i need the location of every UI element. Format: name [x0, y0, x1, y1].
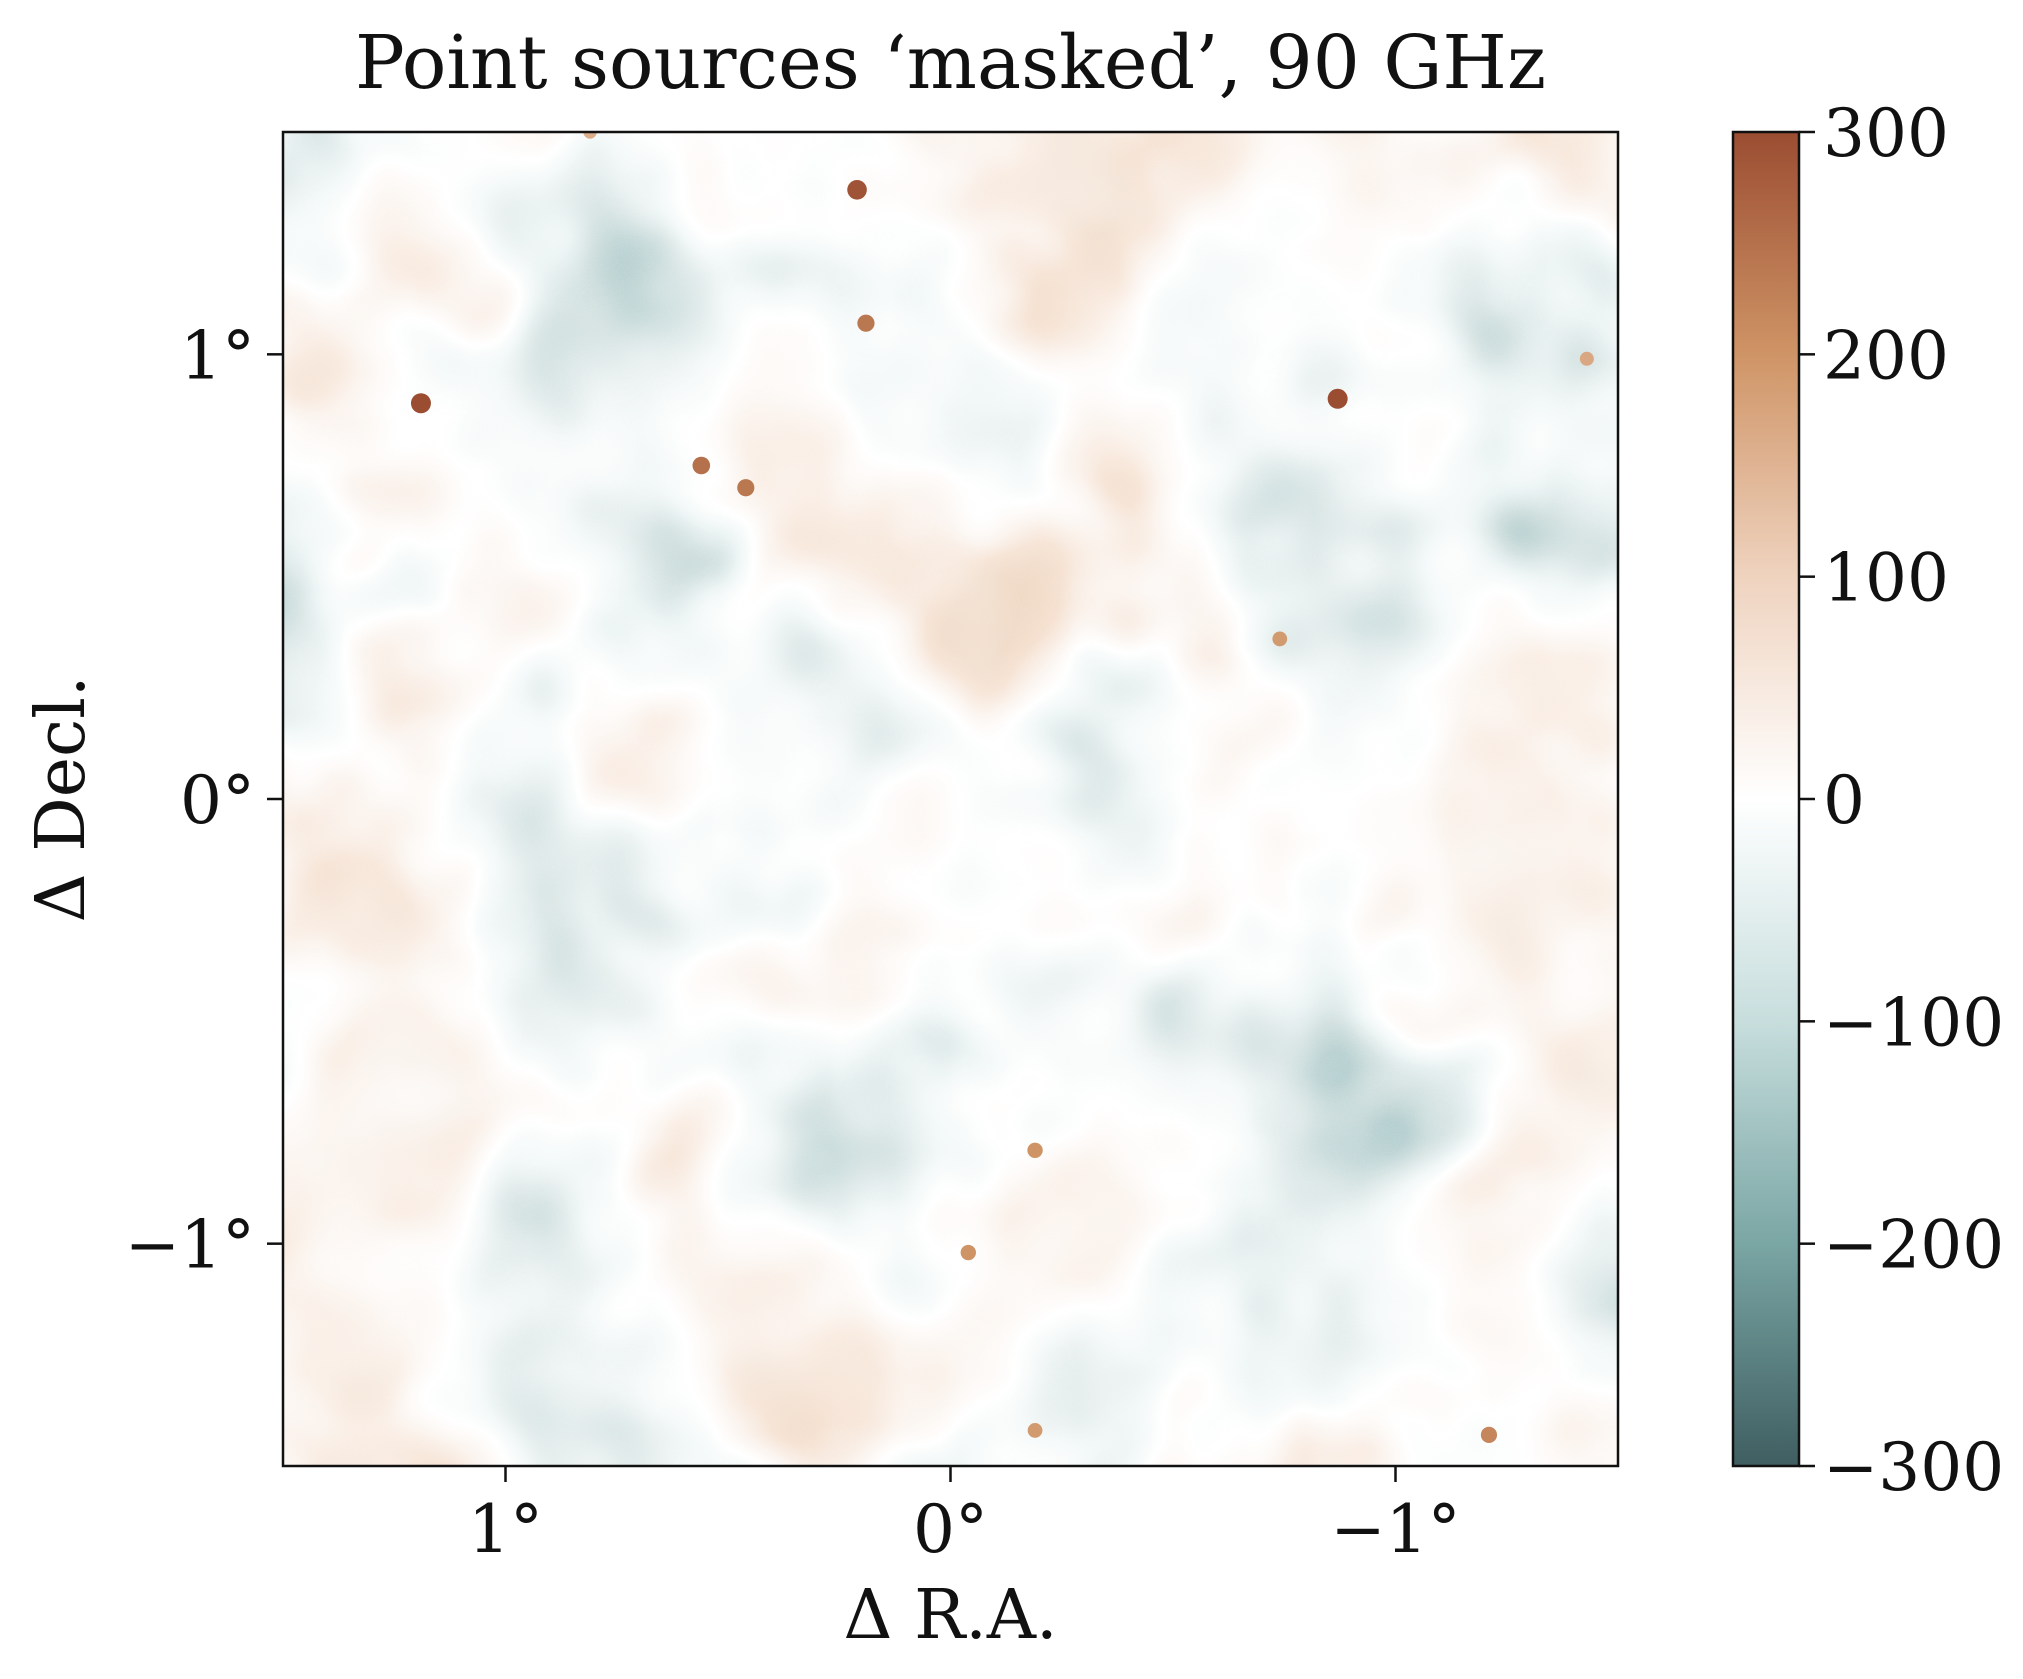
x-axis-ticks: 1° 0° −1° [468, 1466, 1461, 1568]
point-source-10 [960, 1244, 976, 1261]
y-tick-label: 1° [180, 317, 255, 394]
colorbar-tick-label: −100 [1823, 984, 2004, 1061]
colorbar-tick-label: 0 [1823, 762, 1865, 839]
chart-title: Point sources ‘masked’, 90 GHz [355, 20, 1546, 106]
y-axis-label: Δ Decl. [22, 676, 101, 923]
point-source-3 [847, 180, 867, 200]
colorbar-gradient [1731, 130, 1801, 1468]
x-tick-label: 1° [468, 1491, 543, 1568]
colorbar-ticks: 300 200 100 0 −100 −200 −300 [1799, 95, 2004, 1506]
x-tick-label: 0° [913, 1491, 988, 1568]
y-axis-ticks: 1° 0° −1° [125, 317, 283, 1284]
point-source-13 [583, 132, 597, 139]
colorbar-tick-label: 200 [1823, 317, 1949, 394]
map-panel: 1° 0° −1° 1° 0° −1° [125, 130, 1620, 1568]
x-axis-label: Δ R.A. [843, 1576, 1057, 1655]
point-source-2 [1327, 388, 1348, 409]
cmb-field [283, 132, 1618, 1466]
colorbar-tick-label: −200 [1823, 1207, 2004, 1284]
point-source-8 [1579, 351, 1594, 366]
colorbar-tick-label: 300 [1823, 95, 1949, 172]
colorbar-tick-label: −300 [1823, 1429, 2004, 1506]
colorbar: 300 200 100 0 −100 −200 −300 [1731, 95, 2004, 1506]
point-source-4 [857, 314, 875, 332]
y-tick-label: 0° [180, 762, 255, 839]
point-source-11 [1480, 1426, 1498, 1443]
point-source-6 [737, 479, 755, 497]
point-sources [410, 132, 1594, 1443]
colorbar-tick-label: 100 [1823, 540, 1949, 617]
point-source-12 [1027, 1423, 1043, 1438]
point-source-9 [1027, 1142, 1043, 1158]
point-source-5 [692, 456, 711, 475]
x-tick-label: −1° [1330, 1491, 1460, 1568]
point-source-1 [410, 393, 431, 414]
point-source-7 [1272, 631, 1288, 647]
y-tick-label: −1° [125, 1207, 255, 1284]
